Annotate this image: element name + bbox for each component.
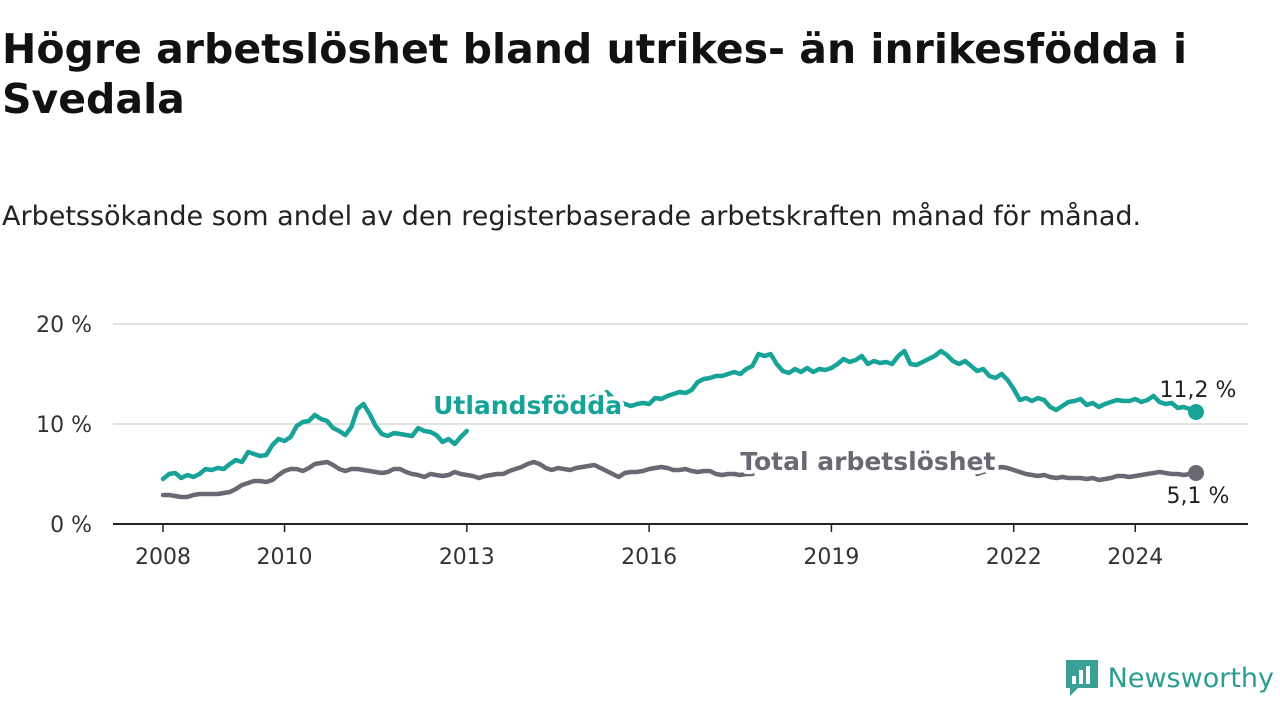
gridlines <box>113 323 1248 425</box>
line-chart: 0 %10 %20 %2008 2010 2013 2016 2019 2022 2024 … <box>36 313 1248 570</box>
series-end-point <box>1188 465 1204 481</box>
series-line-utlandsfodda <box>160 401 470 482</box>
series-line-utlandsfodda-segment-1 <box>586 348 1199 415</box>
series-line-total-segment-1 <box>974 464 1199 483</box>
newsworthy-brand: Newsworthy <box>1064 658 1274 698</box>
x-tick-label: 2016 <box>621 545 677 570</box>
y-tick-label: 0 % <box>50 513 92 538</box>
chart-title: Högre arbetslöshet bland utrikes- än inr… <box>2 25 1187 123</box>
brand-name: Newsworthy <box>1107 662 1274 694</box>
x-tick-label: 2024 <box>1107 545 1163 570</box>
series-label-utlandsfodda: Utlandsfödda <box>433 391 622 420</box>
series-end-value-label: 5,1 % <box>1167 484 1230 509</box>
series-lines <box>160 348 1204 500</box>
newsworthy-logo-icon <box>1065 660 1098 696</box>
series-end-point <box>1188 404 1204 420</box>
series-label-total: Total arbetslöshet <box>740 447 995 476</box>
y-tick-label: 20 % <box>36 313 92 338</box>
series-line-total <box>160 459 755 500</box>
x-tick-label: 2019 <box>803 545 859 570</box>
series-end-value-label: 11,2 % <box>1160 378 1237 403</box>
x-tick-label: 2008 <box>135 545 191 570</box>
x-tick-label: 2010 <box>257 545 313 570</box>
chart-subtitle: Arbetssökande som andel av den registerb… <box>2 201 1142 232</box>
axes: 0 % 10 % 20 % 2008 2010 2013 2016 2019 2022 2024 <box>36 313 1248 570</box>
y-tick-label: 10 % <box>36 413 92 438</box>
series-labels: 11,2 % 5,1 % Utlandsfödda Total arbetslöshe… <box>429 378 1237 509</box>
x-tick-label: 2013 <box>439 545 495 570</box>
x-tick-label: 2022 <box>986 545 1042 570</box>
